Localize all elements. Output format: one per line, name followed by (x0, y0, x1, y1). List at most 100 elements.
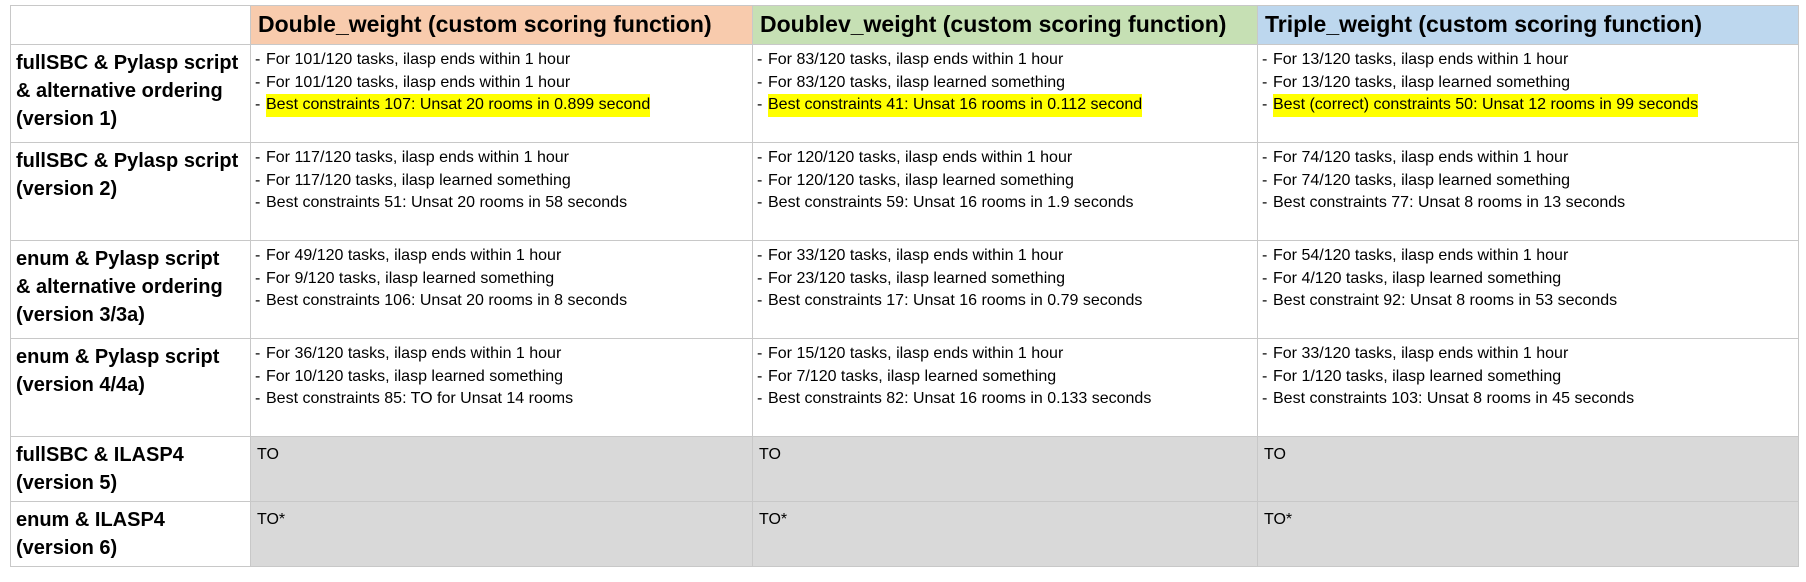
result-line: - For 54/120 tasks, ilasp ends within 1 h… (1262, 245, 1794, 268)
table-row-version-6: enum & ILASP4 (version 6) TO* TO* TO* (10, 501, 1799, 567)
result-line-text: For 33/120 tasks, ilasp ends within 1 ho… (768, 247, 1064, 264)
timeout-text: TO* (257, 511, 286, 528)
result-line: - For 9/120 tasks, ilasp learned somethin… (255, 268, 748, 291)
bullet-dash: - (255, 51, 261, 68)
timeout-cell-v5-triple: TO (1257, 436, 1799, 502)
result-line-text: For 33/120 tasks, ilasp ends within 1 ho… (1273, 345, 1569, 362)
timeout-cell-v6-double: TO* (250, 501, 753, 567)
timeout-text: TO (759, 446, 781, 463)
bullet-dash: - (1262, 73, 1268, 91)
result-line-text: For 74/120 tasks, ilasp ends within 1 ho… (1273, 149, 1569, 166)
result-line-text: For 36/120 tasks, ilasp ends within 1 ho… (266, 345, 562, 362)
bullet-dash: - (1262, 194, 1268, 211)
bullet-dash: - (255, 73, 261, 91)
result-line: - For 23/120 tasks, ilasp learned somethi… (757, 268, 1253, 291)
result-line-text: For 7/120 tasks, ilasp learned something (768, 367, 1057, 385)
result-line: - Best constraints 59: Unsat 16 rooms in … (757, 192, 1253, 215)
result-line-text: For 9/120 tasks, ilasp learned something (266, 269, 555, 287)
bullet-dash: - (757, 51, 763, 68)
bullet-dash: - (757, 345, 763, 362)
result-cell-v3-double: - For 49/120 tasks, ilasp ends within 1 h… (250, 240, 753, 339)
highlighted-best-result: Best constraints 107: Unsat 20 rooms in … (266, 94, 651, 117)
bullet-dash: - (757, 247, 763, 264)
bullet-dash: - (757, 292, 763, 309)
result-line: - For 13/120 tasks, ilasp learned somethi… (1262, 72, 1794, 95)
bullet-dash: - (1262, 345, 1268, 362)
result-line-text: For 117/120 tasks, ilasp ends within 1 h… (266, 149, 569, 166)
row-label-line: fullSBC & Pylasp script (16, 150, 239, 172)
result-line: - Best constraints 106: Unsat 20 rooms in… (255, 290, 748, 313)
bullet-dash: - (1262, 51, 1268, 68)
bullet-dash: - (255, 171, 261, 189)
highlighted-best-result: Best constraints 41: Unsat 16 rooms in 0… (768, 94, 1143, 117)
result-line-text: Best constraints 51: Unsat 20 rooms in 5… (266, 194, 628, 211)
bullet-dash: - (757, 73, 763, 91)
result-cell-v4-doublev: - For 15/120 tasks, ilasp ends within 1 h… (752, 338, 1258, 437)
result-cell-v2-doublev: - For 120/120 tasks, ilasp ends within 1 … (752, 142, 1258, 241)
bullet-dash: - (255, 96, 261, 113)
bullet-dash: - (1262, 367, 1268, 385)
result-line-text: For 120/120 tasks, ilasp ends within 1 h… (768, 149, 1073, 166)
result-line: - For 33/120 tasks, ilasp ends within 1 h… (757, 245, 1253, 268)
row-label-line: (version 6) (16, 537, 118, 559)
timeout-text: TO (1264, 446, 1286, 463)
result-line-text: For 10/120 tasks, ilasp learned somethin… (266, 367, 564, 385)
result-line-text: Best constraint 92: Unsat 8 rooms in 53 … (1273, 292, 1618, 309)
bullet-dash: - (757, 171, 763, 189)
bullet-dash: - (1262, 171, 1268, 189)
bullet-dash: - (757, 194, 763, 211)
bullet-dash: - (757, 367, 763, 385)
row-label-line: (version 3/3a) (16, 304, 145, 326)
result-line: - For 120/120 tasks, ilasp learned someth… (757, 170, 1253, 193)
result-line-text: For 83/120 tasks, ilasp learned somethin… (768, 73, 1066, 91)
result-line-text: For 117/120 tasks, ilasp learned somethi… (266, 171, 571, 189)
result-line: - For 33/120 tasks, ilasp ends within 1 h… (1262, 343, 1794, 366)
timeout-cell-v6-triple: TO* (1257, 501, 1799, 567)
bullet-dash: - (255, 194, 261, 211)
result-cell-v1-double: - For 101/120 tasks, ilasp ends within 1 … (250, 44, 753, 143)
result-line-text: For 120/120 tasks, ilasp learned somethi… (768, 171, 1074, 189)
row-label-line: fullSBC & Pylasp script (16, 52, 239, 74)
result-line-text: For 101/120 tasks, ilasp ends within 1 h… (266, 73, 571, 91)
row-label-line: & alternative ordering (16, 276, 223, 298)
table-row-version-1: fullSBC & Pylasp script & alternative or… (10, 44, 1799, 143)
results-table: Double_weight (custom scoring function) … (10, 5, 1799, 567)
result-line: - Best constraints 107: Unsat 20 rooms in… (255, 94, 748, 117)
row-label-version-2: fullSBC & Pylasp script (version 2) (10, 142, 251, 241)
timeout-cell-v6-doublev: TO* (752, 501, 1258, 567)
row-label-line: fullSBC & ILASP4 (16, 444, 184, 466)
result-line: - For 4/120 tasks, ilasp learned somethin… (1262, 268, 1794, 291)
corner-cell (10, 5, 251, 45)
result-line-text: For 54/120 tasks, ilasp ends within 1 ho… (1273, 247, 1569, 264)
row-label-line: enum & Pylasp script (16, 346, 220, 368)
result-line-text: Best constraints 106: Unsat 20 rooms in … (266, 292, 628, 309)
bullet-dash: - (1262, 269, 1268, 287)
bullet-dash: - (1262, 149, 1268, 166)
row-label-line: enum & Pylasp script (16, 248, 220, 270)
row-label-version-5: fullSBC & ILASP4 (version 5) (10, 436, 251, 502)
timeout-cell-v5-double: TO (250, 436, 753, 502)
timeout-text: TO (257, 446, 279, 463)
row-label-version-3: enum & Pylasp script & alternative order… (10, 240, 251, 339)
timeout-text: TO* (759, 511, 788, 528)
result-line-text: For 49/120 tasks, ilasp ends within 1 ho… (266, 247, 562, 264)
result-line-text: Best constraints 103: Unsat 8 rooms in 4… (1273, 390, 1635, 407)
result-line: - Best constraint 92: Unsat 8 rooms in 53… (1262, 290, 1794, 313)
row-label-version-6: enum & ILASP4 (version 6) (10, 501, 251, 567)
result-line-text: For 15/120 tasks, ilasp ends within 1 ho… (768, 345, 1064, 362)
bullet-dash: - (255, 390, 261, 407)
result-line-text: For 4/120 tasks, ilasp learned something (1273, 269, 1562, 287)
result-line: - Best constraints 41: Unsat 16 rooms in … (757, 94, 1253, 117)
table-row-version-3: enum & Pylasp script & alternative order… (10, 240, 1799, 339)
table-row-version-5: fullSBC & ILASP4 (version 5) TO TO TO (10, 436, 1799, 502)
result-line-text: For 13/120 tasks, ilasp learned somethin… (1273, 73, 1571, 91)
bullet-dash: - (757, 96, 763, 113)
result-cell-v2-triple: - For 74/120 tasks, ilasp ends within 1 h… (1257, 142, 1799, 241)
result-line: - Best constraints 82: Unsat 16 rooms in … (757, 388, 1253, 411)
timeout-text: TO* (1264, 511, 1293, 528)
bullet-dash: - (1262, 390, 1268, 407)
column-header-doublev-weight: Doublev_weight (custom scoring function) (752, 5, 1258, 45)
result-line: - For 101/120 tasks, ilasp ends within 1 … (255, 49, 748, 72)
result-line-text: Best constraints 17: Unsat 16 rooms in 0… (768, 292, 1143, 309)
bullet-dash: - (255, 149, 261, 166)
